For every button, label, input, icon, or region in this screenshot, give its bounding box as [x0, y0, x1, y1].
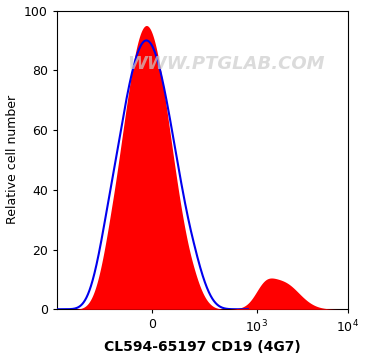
X-axis label: CL594-65197 CD19 (4G7): CL594-65197 CD19 (4G7) — [104, 341, 301, 355]
Y-axis label: Relative cell number: Relative cell number — [5, 95, 19, 225]
Text: WWW.PTGLAB.COM: WWW.PTGLAB.COM — [127, 55, 324, 73]
